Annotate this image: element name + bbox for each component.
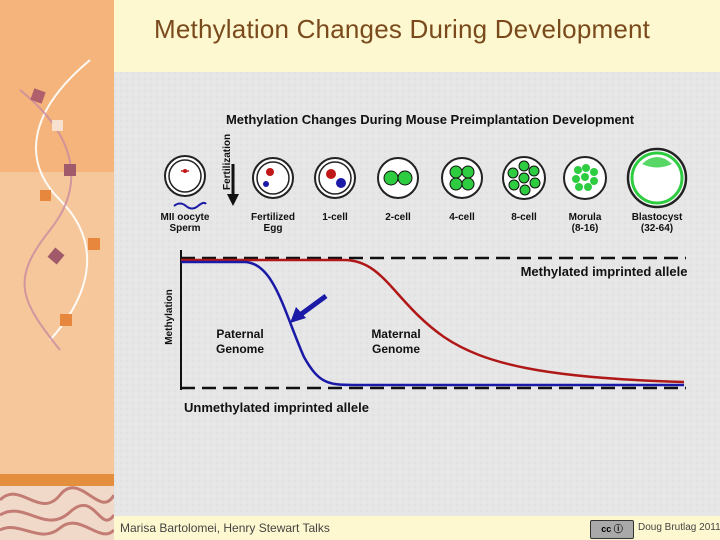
stage-label-1-cell: 1-cell xyxy=(322,212,348,223)
sperm-icon xyxy=(173,201,207,210)
stage-label-4-cell: 4-cell xyxy=(449,212,475,223)
figure-background xyxy=(114,72,720,516)
blastocyst-stage xyxy=(626,147,688,209)
two-cell-stage xyxy=(377,157,419,199)
fertilization-label: Fertilization xyxy=(222,134,233,190)
morula-stage xyxy=(563,156,607,200)
maternal-genome-label: Maternal Genome xyxy=(371,327,420,356)
decorative-sidebar xyxy=(0,0,114,540)
sidebar-top-panel xyxy=(0,0,114,172)
stage-label-morula: Morula (8-16) xyxy=(569,212,602,234)
stage-label-fertilized-egg: Fertilized Egg xyxy=(251,212,295,234)
methylated-allele-label: Methylated imprinted allele xyxy=(521,264,688,279)
cc-license-badge[interactable]: cc ⓘ xyxy=(590,520,634,539)
y-axis-label: Methylation xyxy=(164,289,175,345)
paternal-genome-curve xyxy=(181,260,684,387)
fertilized-egg-cell xyxy=(252,157,294,199)
maternal-genome-curve xyxy=(181,258,685,384)
figure-panel: Methylation Changes During Mouse Preimpl… xyxy=(114,72,720,516)
methylation-diagram: Methylation Changes During Mouse Preimpl… xyxy=(114,72,720,516)
stage-label-2-cell: 2-cell xyxy=(385,212,411,223)
footer-credit-left: Marisa Bartolomei, Henry Stewart Talks xyxy=(120,521,330,535)
stage-label-blastocyst: Blastocyst (32-64) xyxy=(632,212,683,234)
eight-cell-stage xyxy=(502,156,546,200)
sidebar-strip xyxy=(0,474,114,486)
dna-helix-decoration xyxy=(0,59,114,536)
oocyte-cell xyxy=(164,155,206,197)
one-cell-stage xyxy=(314,157,356,199)
fertilization-arrow-head xyxy=(227,194,239,206)
stage-label-8-cell: 8-cell xyxy=(511,212,537,223)
stage-label-oocyte: MII oocyte Sperm xyxy=(161,212,210,234)
paternal-arrow-head xyxy=(290,307,306,323)
four-cell-stage xyxy=(441,157,483,199)
paternal-demethylation-arrow xyxy=(298,293,328,318)
title-band xyxy=(114,0,720,72)
figure-title: Methylation Changes During Mouse Preimpl… xyxy=(226,112,635,127)
footer-credit-right: Doug Brutlag 2011 xyxy=(638,522,720,533)
slide-title: Methylation Changes During Development xyxy=(154,14,651,44)
unmethylated-allele-label: Unmethylated imprinted allele xyxy=(184,400,369,415)
paternal-genome-label: Paternal Genome xyxy=(216,327,264,356)
